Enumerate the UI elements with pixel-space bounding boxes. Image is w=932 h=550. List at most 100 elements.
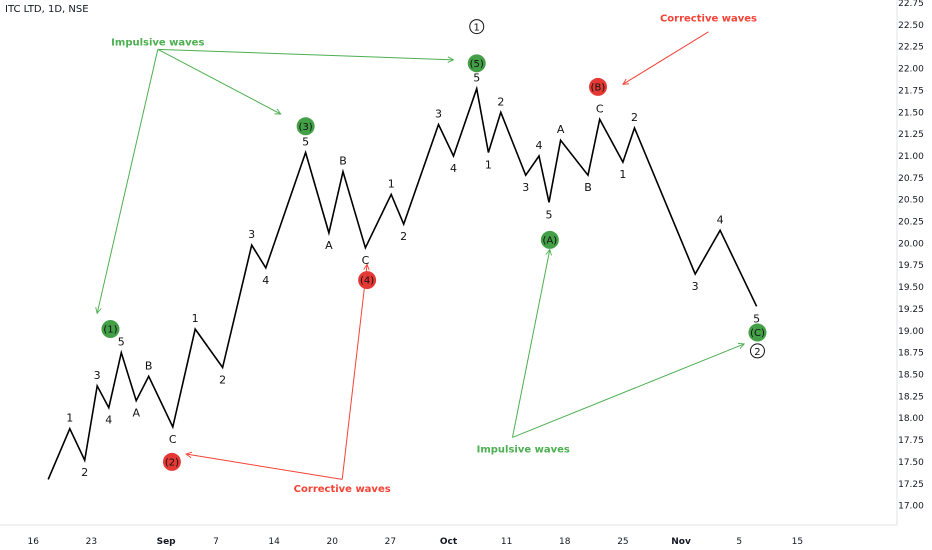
wave-label: 1	[388, 177, 395, 190]
y-tick-label: 17.25	[898, 480, 924, 490]
y-tick-label: 21.75	[898, 86, 924, 96]
annotation-text: Corrective waves	[660, 14, 757, 25]
wave-label: B	[584, 181, 592, 194]
annotation-arrow	[623, 31, 709, 84]
wave-label: 2	[497, 95, 504, 108]
y-tick-label: 17.75	[898, 436, 924, 446]
wave-label: 1	[485, 158, 492, 171]
wave-label: B	[145, 359, 153, 372]
x-tick-label: 16	[27, 537, 39, 547]
y-tick-label: 22.25	[898, 43, 924, 53]
wave-label: 2	[400, 230, 407, 243]
wave-badge-label: (3)	[299, 122, 313, 133]
y-tick-label: 22.50	[898, 21, 924, 31]
y-tick-label: 20.00	[898, 239, 924, 249]
wave-label: 1	[66, 412, 73, 425]
x-tick-label: 23	[86, 537, 97, 547]
price-line	[47, 85, 758, 480]
wave-label: 4	[717, 213, 724, 226]
x-tick-label: Oct	[440, 537, 458, 547]
y-tick-label: 21.00	[898, 152, 924, 162]
wave-label: 3	[435, 108, 442, 121]
wave-badge-label: (2)	[165, 457, 179, 468]
wave-label: 2	[219, 374, 226, 387]
y-tick-label: 20.50	[898, 196, 924, 206]
x-tick-label: 25	[617, 537, 628, 547]
wave-label: A	[325, 239, 333, 252]
y-tick-label: 17.00	[898, 502, 924, 512]
wave-badge-label: (B)	[591, 82, 606, 93]
wave-label: 4	[105, 414, 112, 427]
wave-label: 5	[473, 72, 480, 85]
x-tick-label: Sep	[157, 537, 177, 547]
wave-label: 3	[94, 369, 101, 382]
wave-label: 4	[450, 162, 457, 175]
wave-label: 4	[262, 274, 269, 287]
wave-badge	[748, 323, 767, 342]
wave-label: 4	[536, 139, 543, 152]
wave-badge	[589, 77, 607, 96]
x-tick-label: 20	[326, 537, 338, 547]
annotation-text: Impulsive waves	[111, 37, 204, 48]
x-tick-label: Nov	[671, 537, 691, 547]
wave-label: 5	[753, 312, 760, 325]
y-tick-label: 17.50	[898, 458, 924, 468]
y-tick-label: 20.75	[898, 174, 924, 184]
y-tick-label: 18.75	[898, 349, 924, 359]
y-tick-label: 18.00	[898, 414, 924, 424]
wave-badge-label: (1)	[103, 325, 117, 336]
annotation-arrow	[157, 48, 281, 114]
annotation-arrow	[341, 264, 367, 480]
circled-wave-label: 2	[754, 347, 760, 358]
wave-badge-label: (4)	[360, 276, 374, 287]
y-tick-label: 21.50	[898, 108, 924, 118]
annotation-text: Impulsive waves	[477, 445, 570, 456]
y-tick-label: 18.25	[898, 392, 924, 402]
wave-label: 1	[619, 168, 626, 181]
wave-label: 3	[522, 181, 529, 194]
wave-badge	[296, 117, 315, 136]
wave-label: 5	[545, 208, 552, 221]
wave-label: B	[339, 155, 347, 168]
wave-label: A	[132, 407, 140, 420]
circled-wave-label: 1	[474, 23, 480, 34]
x-tick-label: 5	[736, 537, 742, 547]
y-tick-label: 19.00	[898, 327, 924, 337]
x-tick-label: 14	[268, 537, 280, 547]
wave-label: 3	[692, 280, 699, 293]
wave-label: C	[596, 102, 604, 115]
wave-label: 5	[302, 135, 309, 148]
x-tick-label: 18	[559, 537, 571, 547]
wave-badge-label: (C)	[750, 328, 765, 339]
wave-label: 5	[118, 336, 125, 349]
wave-badge	[467, 54, 486, 73]
y-tick-label: 22.00	[898, 65, 924, 75]
annotation-arrow	[157, 48, 454, 59]
y-tick-label: 19.75	[898, 261, 924, 271]
symbol-title: ITC LTD, 1D, NSE	[5, 4, 89, 15]
annotation-arrow	[97, 49, 159, 313]
annotation-arrow	[512, 344, 744, 438]
wave-badge-label: (5)	[470, 59, 484, 70]
circled-wave-number	[469, 19, 485, 35]
wave-label: C	[169, 433, 177, 446]
wave-label: 2	[81, 466, 88, 479]
y-tick-label: 21.25	[898, 130, 924, 140]
wave-label: 2	[631, 111, 638, 124]
wave-badge	[101, 320, 120, 339]
y-tick-label: 22.75	[898, 0, 924, 9]
circled-wave-number	[749, 343, 765, 359]
wave-badge-label: (A)	[542, 235, 557, 246]
x-tick-label: 7	[213, 537, 219, 547]
y-tick-label: 19.25	[898, 305, 924, 315]
wave-label: A	[557, 123, 565, 136]
wave-label: 3	[248, 228, 255, 241]
wave-badge	[540, 230, 559, 249]
wave-label: C	[362, 254, 370, 267]
wave-badge	[162, 452, 181, 471]
wave-label: 1	[192, 312, 199, 325]
x-tick-label: 15	[792, 537, 803, 547]
wave-badge	[358, 271, 377, 290]
x-tick-label: 27	[385, 537, 396, 547]
